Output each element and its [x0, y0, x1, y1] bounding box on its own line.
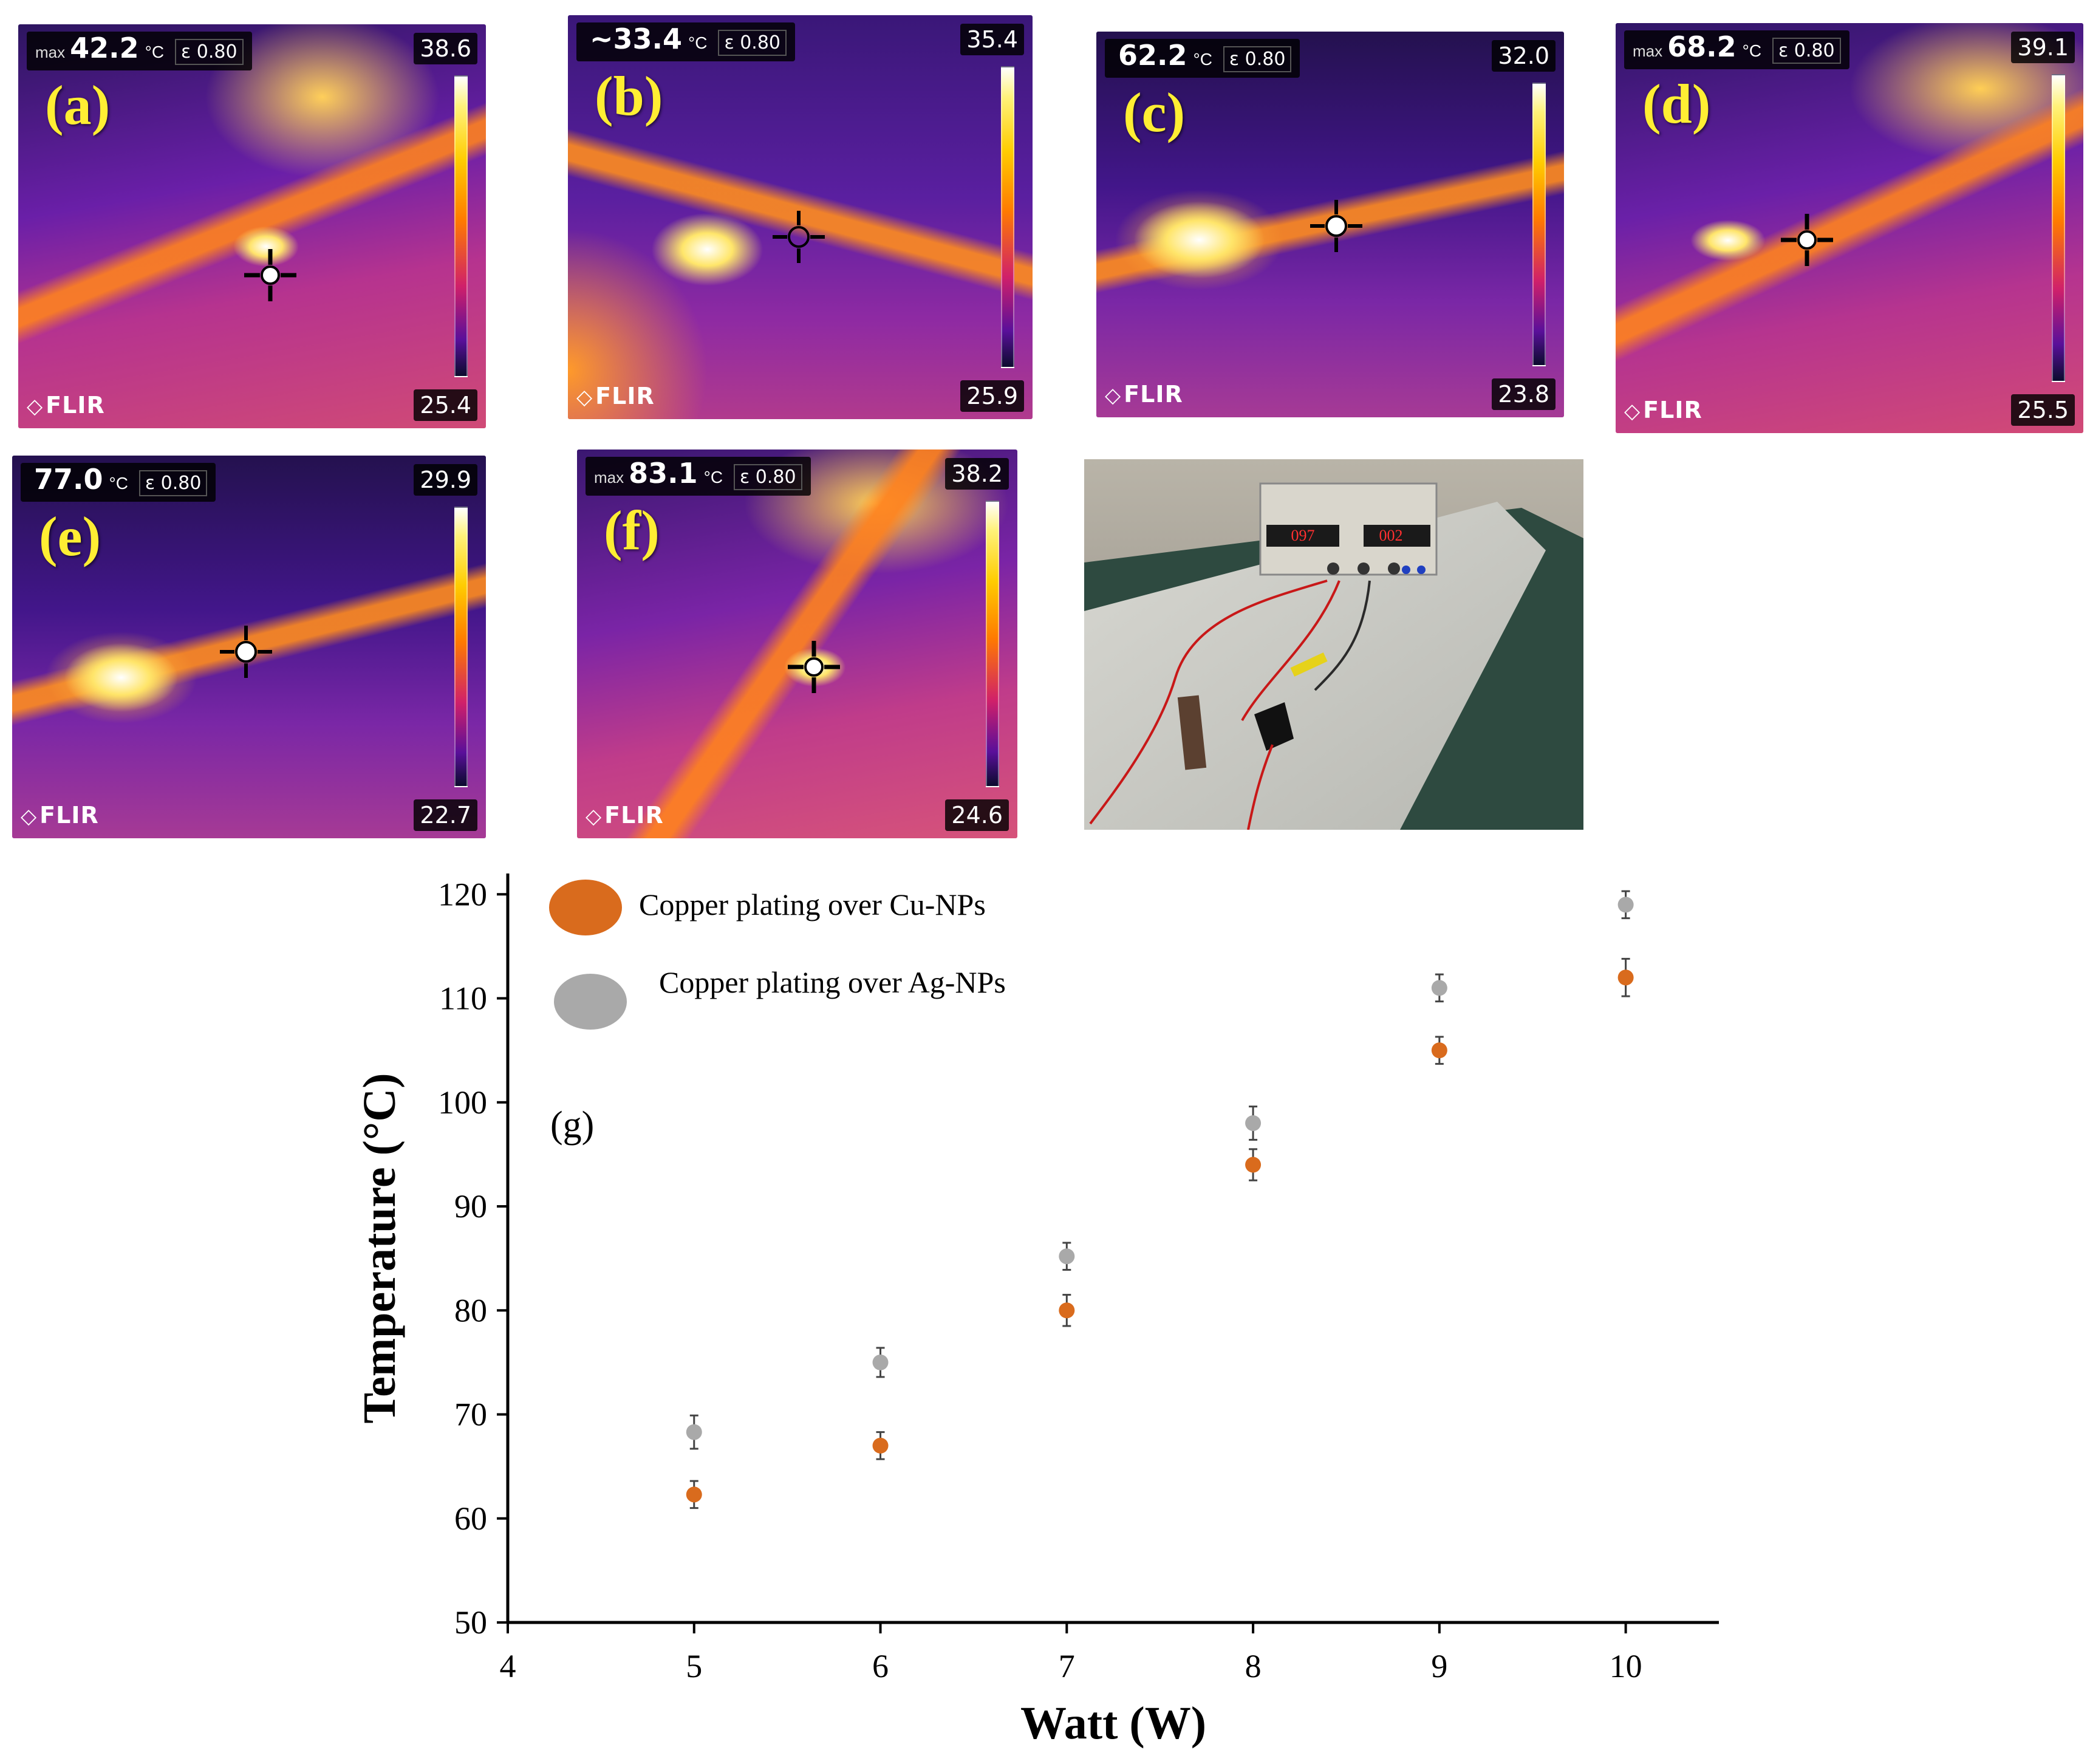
scale-max: 38.6	[414, 33, 477, 64]
thermal-panel-c: 62.2 °C ε 0.80 32.0 23.8 (c) ◇ FLIR	[1096, 32, 1564, 417]
panel-label: (e)	[39, 505, 101, 567]
panel-label: (f)	[604, 499, 660, 561]
crosshair-icon	[1781, 214, 1833, 266]
setup-photo: 097 002	[1084, 459, 1583, 830]
y-tick-label: 120	[438, 876, 487, 912]
crosshair-icon	[1310, 200, 1362, 252]
scale-max: 39.1	[2011, 32, 2075, 63]
data-points	[686, 890, 1634, 1509]
temperature-readout: 62.2 °C ε 0.80	[1105, 39, 1300, 78]
x-tick-label: 4	[500, 1648, 516, 1684]
temperature-readout: max 68.2 °C ε 0.80	[1624, 30, 1849, 69]
temperature-readout: ~33.4 °C ε 0.80	[576, 22, 796, 61]
point-cu-nps	[1431, 1042, 1447, 1059]
scale-min: 25.5	[2011, 394, 2075, 426]
crosshair-icon	[788, 641, 840, 693]
colorbar	[1532, 83, 1546, 366]
thermal-image	[577, 450, 1017, 838]
x-ticks: 4 5 6 7 8 9 10	[500, 1622, 1642, 1684]
panel-label: (d)	[1642, 73, 1711, 135]
legend: Copper plating over Cu-NPs Copper platin…	[549, 880, 1006, 1030]
thermal-panel-f: max 83.1 °C ε 0.80 38.2 24.6 (f) ◇ FLIR	[577, 450, 1017, 838]
colorbar	[454, 507, 468, 787]
x-tick-label: 7	[1059, 1648, 1075, 1684]
x-tick-label: 6	[872, 1648, 889, 1684]
point-cu-nps	[872, 1437, 889, 1454]
colorbar	[986, 501, 999, 787]
legend-label-cu: Copper plating over Cu-NPs	[639, 887, 986, 921]
point-ag-nps	[1245, 1115, 1262, 1131]
x-tick-label: 8	[1245, 1648, 1262, 1684]
setup-photo-illustration: 097 002	[1084, 459, 1583, 830]
crosshair-icon	[773, 211, 825, 263]
scale-min: 25.9	[960, 380, 1024, 412]
colorbar	[454, 75, 468, 377]
scale-min: 22.7	[414, 799, 477, 831]
crosshair-icon	[220, 626, 272, 678]
point-cu-nps	[1059, 1302, 1075, 1319]
display-left: 097	[1291, 527, 1315, 544]
temperature-vs-power-chart: 50 60 70 80 90 100 110 120 4 5 6 7 8 9 10 Watt (W) Te…	[354, 873, 1719, 1749]
legend-label-ag: Copper plating over Ag-NPs	[659, 965, 1006, 999]
flir-logo: ◇ FLIR	[586, 802, 664, 829]
thermal-panel-a: max 42.2 °C ε 0.80 38.6 25.4 (a) ◇ FLIR	[18, 24, 486, 428]
point-cu-nps	[686, 1486, 702, 1503]
colorbar	[1001, 66, 1014, 368]
point-ag-nps	[1617, 897, 1634, 913]
flir-logo: ◇ FLIR	[1624, 397, 1702, 423]
flir-logo: ◇ FLIR	[576, 383, 655, 409]
display-right: 002	[1379, 527, 1403, 544]
point-cu-nps	[1245, 1157, 1262, 1173]
y-ticks: 50 60 70 80 90 100 110 120	[438, 876, 508, 1641]
y-axis-label: Temperature (°C)	[354, 1073, 405, 1423]
thermal-image	[18, 24, 486, 428]
panel-label: (b)	[595, 65, 663, 127]
y-tick-label: 50	[454, 1604, 487, 1641]
y-tick-label: 90	[454, 1188, 487, 1225]
thermal-panel-d: max 68.2 °C ε 0.80 39.1 25.5 (d) ◇ FLIR	[1616, 23, 2083, 433]
point-ag-nps	[872, 1354, 889, 1370]
flir-logo: ◇ FLIR	[21, 802, 99, 829]
point-ag-nps	[1431, 980, 1447, 996]
scale-max: 32.0	[1492, 40, 1556, 72]
scale-max: 29.9	[414, 464, 477, 496]
scale-min: 23.8	[1492, 378, 1556, 410]
crosshair-icon	[244, 249, 296, 301]
x-tick-label: 10	[1610, 1648, 1642, 1684]
y-tick-label: 100	[438, 1084, 487, 1121]
scale-min: 25.4	[414, 389, 477, 421]
scale-max: 35.4	[960, 24, 1024, 55]
y-tick-label: 70	[454, 1396, 487, 1433]
temperature-readout: 77.0 °C ε 0.80	[21, 463, 216, 502]
x-tick-label: 5	[686, 1648, 702, 1684]
panel-label-g: (g)	[550, 1104, 594, 1146]
point-cu-nps	[1617, 969, 1634, 986]
thermal-panel-e: 77.0 °C ε 0.80 29.9 22.7 (e) ◇ FLIR	[12, 456, 486, 838]
legend-marker-cu	[549, 880, 622, 935]
y-tick-label: 110	[439, 980, 487, 1017]
flir-logo: ◇ FLIR	[27, 392, 105, 419]
panel-label: (c)	[1123, 81, 1186, 143]
scale-max: 38.2	[945, 458, 1009, 490]
legend-marker-ag	[554, 974, 627, 1030]
colorbar	[2052, 74, 2065, 382]
flir-logo: ◇ FLIR	[1105, 381, 1183, 408]
scale-min: 24.6	[945, 799, 1009, 831]
temperature-readout: max 83.1 °C ε 0.80	[586, 457, 811, 496]
panel-label: (a)	[45, 74, 111, 136]
y-tick-label: 60	[454, 1500, 487, 1537]
y-tick-label: 80	[454, 1292, 487, 1328]
thermal-image	[1616, 23, 2083, 433]
x-tick-label: 9	[1431, 1648, 1447, 1684]
x-axis-label: Watt (W)	[1020, 1698, 1206, 1749]
thermal-panel-b: ~33.4 °C ε 0.80 35.4 25.9 (b) ◇ FLIR	[568, 15, 1033, 419]
point-ag-nps	[1059, 1248, 1075, 1265]
temperature-readout: max 42.2 °C ε 0.80	[27, 32, 252, 70]
point-ag-nps	[686, 1424, 702, 1440]
